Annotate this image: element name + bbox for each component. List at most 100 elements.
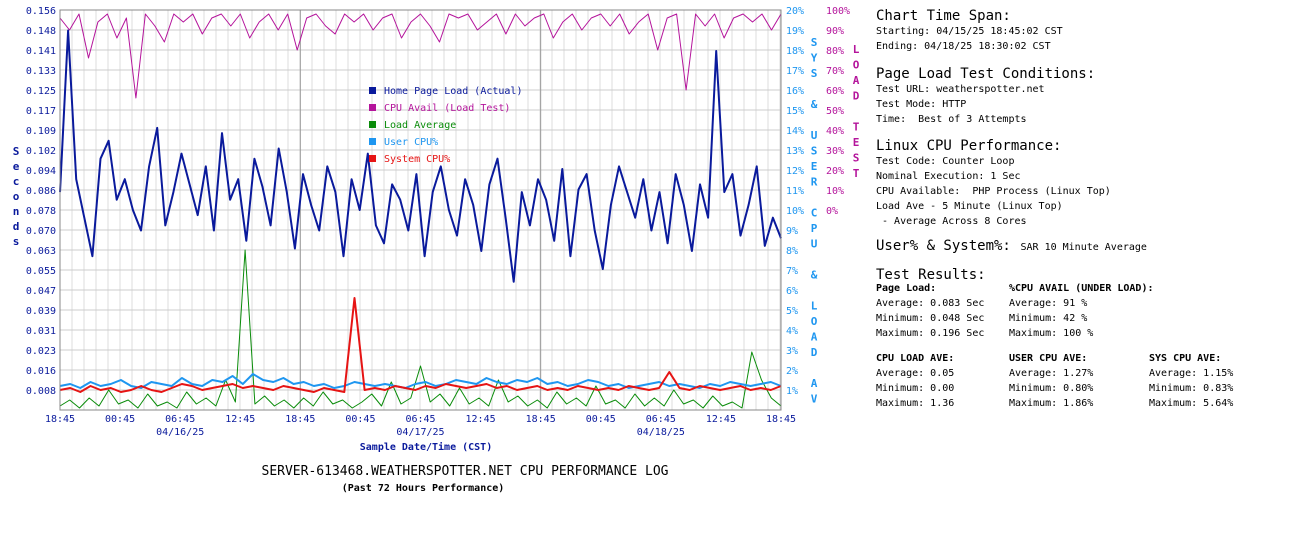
y-right2-tick-label: 90% [826, 26, 844, 37]
y-left-tick-label: 0.016 [26, 366, 56, 377]
y-right2-tick-label: 20% [826, 166, 844, 177]
y-right1-tick-label: 16% [786, 86, 804, 97]
cpu-avail-min: Minimum: 42 % [1009, 313, 1088, 324]
legend-label: System CPU% [384, 154, 450, 165]
performance-chart: 0.156 0.148 0.141 0.133 0.125 0.117 0.109 0.102… [13, 6, 860, 494]
info-panel: Chart Time Span: Starting: 04/15/25 18:4… [876, 8, 1296, 413]
y-left-tick-label: 0.094 [26, 166, 56, 177]
x-date-label: 04/16/25 [156, 427, 204, 438]
legend-label: User CPU% [384, 137, 438, 148]
x-date-label: 04/17/25 [396, 427, 444, 438]
y-right1-tick-label: 1% [786, 386, 798, 397]
test-time: Time: Best of 3 Attempts [876, 114, 1027, 125]
x-date-label: 04/18/25 [637, 427, 685, 438]
legend-swatch [369, 87, 376, 94]
chart-title: SERVER-613468.WEATHERSPOTTER.NET CPU PER… [262, 464, 669, 479]
conditions-heading: Page Load Test Conditions: [876, 66, 1096, 82]
user-cpu-heading: USER CPU AVE: [1009, 353, 1088, 364]
user-cpu-avg: Average: 1.27% [1009, 368, 1094, 379]
x-tick-label: 18:45 [45, 414, 75, 425]
y-left-tick-label: 0.141 [26, 46, 56, 57]
series-line-system-cpu [59, 297, 782, 393]
x-tick-label: 18:45 [285, 414, 315, 425]
y-right1-axis-label: S Y S & U S E R C P U & L O A D A V [811, 36, 818, 406]
y-left-tick-label: 0.055 [26, 266, 56, 277]
y-left-tick-label: 0.063 [26, 246, 56, 257]
chart-grid [59, 9, 781, 411]
load-ave: Load Ave - 5 Minute (Linux Top) [876, 201, 1063, 212]
usersys-note: SAR 10 Minute Average [1020, 242, 1147, 253]
y-right1-tick-label: 19% [786, 26, 804, 37]
span-starting: Starting: 04/15/25 18:45:02 CST [876, 26, 1063, 37]
y-left-tick-label: 0.031 [26, 326, 56, 337]
y-right1-tick-label: 18% [786, 46, 804, 57]
results-group-2: CPU LOAD AVE: USER CPU AVE: SYS CPU AVE: A… [876, 353, 1296, 413]
cpu-avail-heading: %CPU AVAIL (UNDER LOAD): [1009, 283, 1154, 294]
x-tick-label: 12:45 [706, 414, 736, 425]
page-load-max: Maximum: 0.196 Sec [876, 328, 985, 339]
x-tick-label: 00:45 [105, 414, 135, 425]
y-right2-tick-label: 10% [826, 186, 844, 197]
cpu-load-heading: CPU LOAD AVE: [876, 353, 955, 364]
y-right1-tick-label: 14% [786, 126, 804, 137]
chart-series [59, 13, 782, 409]
legend-swatch [369, 138, 376, 145]
y-left-tick-label: 0.047 [26, 286, 56, 297]
y-right1-tick-label: 5% [786, 306, 798, 317]
y-right1-tick-label: 3% [786, 346, 798, 357]
chart-axes: 0.156 0.148 0.141 0.133 0.125 0.117 0.109 0.102… [13, 6, 860, 438]
x-tick-label: 12:45 [225, 414, 255, 425]
y-right2-tick-label: 30% [826, 146, 844, 157]
y-right1-tick-label: 7% [786, 266, 798, 277]
series-line-load-average [59, 249, 782, 409]
x-tick-label: 06:45 [165, 414, 195, 425]
nominal-execution: Nominal Execution: 1 Sec [876, 171, 1021, 182]
x-tick-label: 18:45 [766, 414, 796, 425]
results-group-1: Page Load: %CPU AVAIL (UNDER LOAD): Avera… [876, 283, 1296, 343]
test-code: Test Code: Counter Loop [876, 156, 1015, 167]
y-left-tick-label: 0.109 [26, 126, 56, 137]
x-tick-label: 18:45 [526, 414, 556, 425]
y-left-tick-label: 0.125 [26, 86, 56, 97]
legend-label: Load Average [384, 120, 456, 131]
usersys-line: User% & System%: SAR 10 Minute Average [876, 235, 1296, 255]
sys-cpu-max: Maximum: 5.64% [1149, 398, 1234, 409]
y-right1-tick-label: 6% [786, 286, 798, 297]
cpu-avail-avg: Average: 91 % [1009, 298, 1088, 309]
y-left-tick-label: 0.102 [26, 146, 56, 157]
y-left-tick-label: 0.086 [26, 186, 56, 197]
y-right2-tick-label: 40% [826, 126, 844, 137]
y-left-tick-label: 0.156 [26, 6, 56, 17]
x-tick-label: 00:45 [586, 414, 616, 425]
y-right1-tick-label: 17% [786, 66, 804, 77]
legend-swatch [369, 104, 376, 111]
y-right1-tick-label: 8% [786, 246, 798, 257]
y-right2-tick-label: 70% [826, 66, 844, 77]
y-right1-tick-label: 15% [786, 106, 804, 117]
user-cpu-max: Maximum: 1.86% [1009, 398, 1094, 409]
test-url: Test URL: weatherspotter.net [876, 84, 1045, 95]
y-left-tick-label: 0.008 [26, 386, 56, 397]
user-cpu-min: Minimum: 0.80% [1009, 383, 1094, 394]
y-left-tick-label: 0.023 [26, 346, 56, 357]
span-ending: Ending: 04/18/25 18:30:02 CST [876, 41, 1051, 52]
y-right1-tick-label: 11% [786, 186, 804, 197]
cpu-load-avg: Average: 0.05 [876, 368, 955, 379]
x-tick-label: 00:45 [345, 414, 375, 425]
avg-cores: - Average Across 8 Cores [876, 216, 1027, 227]
chart-legend: Home Page Load (Actual) CPU Avail (Load T… [369, 86, 522, 165]
results-heading: Test Results: [876, 267, 986, 283]
cpu-load-max: Maximum: 1.36 [876, 398, 955, 409]
y-left-tick-label: 0.078 [26, 206, 56, 217]
y-right2-tick-label: 100% [826, 6, 850, 17]
series-line-user-cpu [59, 373, 782, 389]
y-left-tick-label: 0.133 [26, 66, 56, 77]
x-tick-label: 06:45 [646, 414, 676, 425]
legend-swatch [369, 155, 376, 162]
linux-heading: Linux CPU Performance: [876, 138, 1062, 154]
y-right1-tick-label: 2% [786, 366, 798, 377]
plot-frame [59, 9, 782, 411]
y-right2-tick-label: 50% [826, 106, 844, 117]
